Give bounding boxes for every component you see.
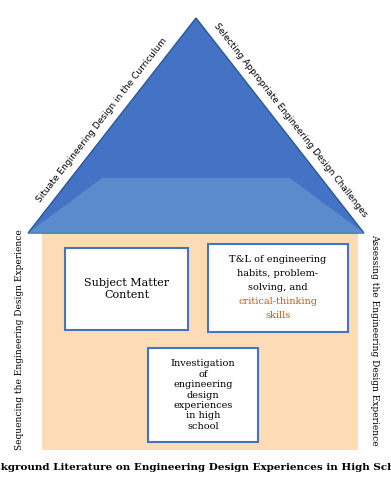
Text: T&L of engineering: T&L of engineering <box>230 256 326 265</box>
Bar <box>208 244 348 332</box>
Bar <box>65 248 188 330</box>
Text: Investigation
of
engineering
design
experiences
in high
school: Investigation of engineering design expe… <box>171 359 235 431</box>
Text: critical-thinking: critical-thinking <box>239 298 317 307</box>
Text: Subject Matter
Content: Subject Matter Content <box>84 278 169 300</box>
Text: Assessing the Engineering Design Experience: Assessing the Engineering Design Experie… <box>371 234 380 446</box>
Text: skills: skills <box>265 312 291 321</box>
Text: Background Literature on Engineering Design Experiences in High School: Background Literature on Engineering Des… <box>0 464 391 472</box>
Text: habits, problem-: habits, problem- <box>237 270 319 279</box>
Text: Situate Engineering Design in the Curriculum: Situate Engineering Design in the Curric… <box>35 36 169 204</box>
Text: solving, and: solving, and <box>248 284 308 293</box>
Bar <box>42 230 358 450</box>
Text: Sequencing the Engineering Design Experience: Sequencing the Engineering Design Experi… <box>16 229 25 450</box>
Bar <box>148 348 258 442</box>
Polygon shape <box>28 178 364 233</box>
Polygon shape <box>28 18 364 233</box>
Text: Selecting Appropriate Engineering Design Challenges: Selecting Appropriate Engineering Design… <box>212 21 368 219</box>
